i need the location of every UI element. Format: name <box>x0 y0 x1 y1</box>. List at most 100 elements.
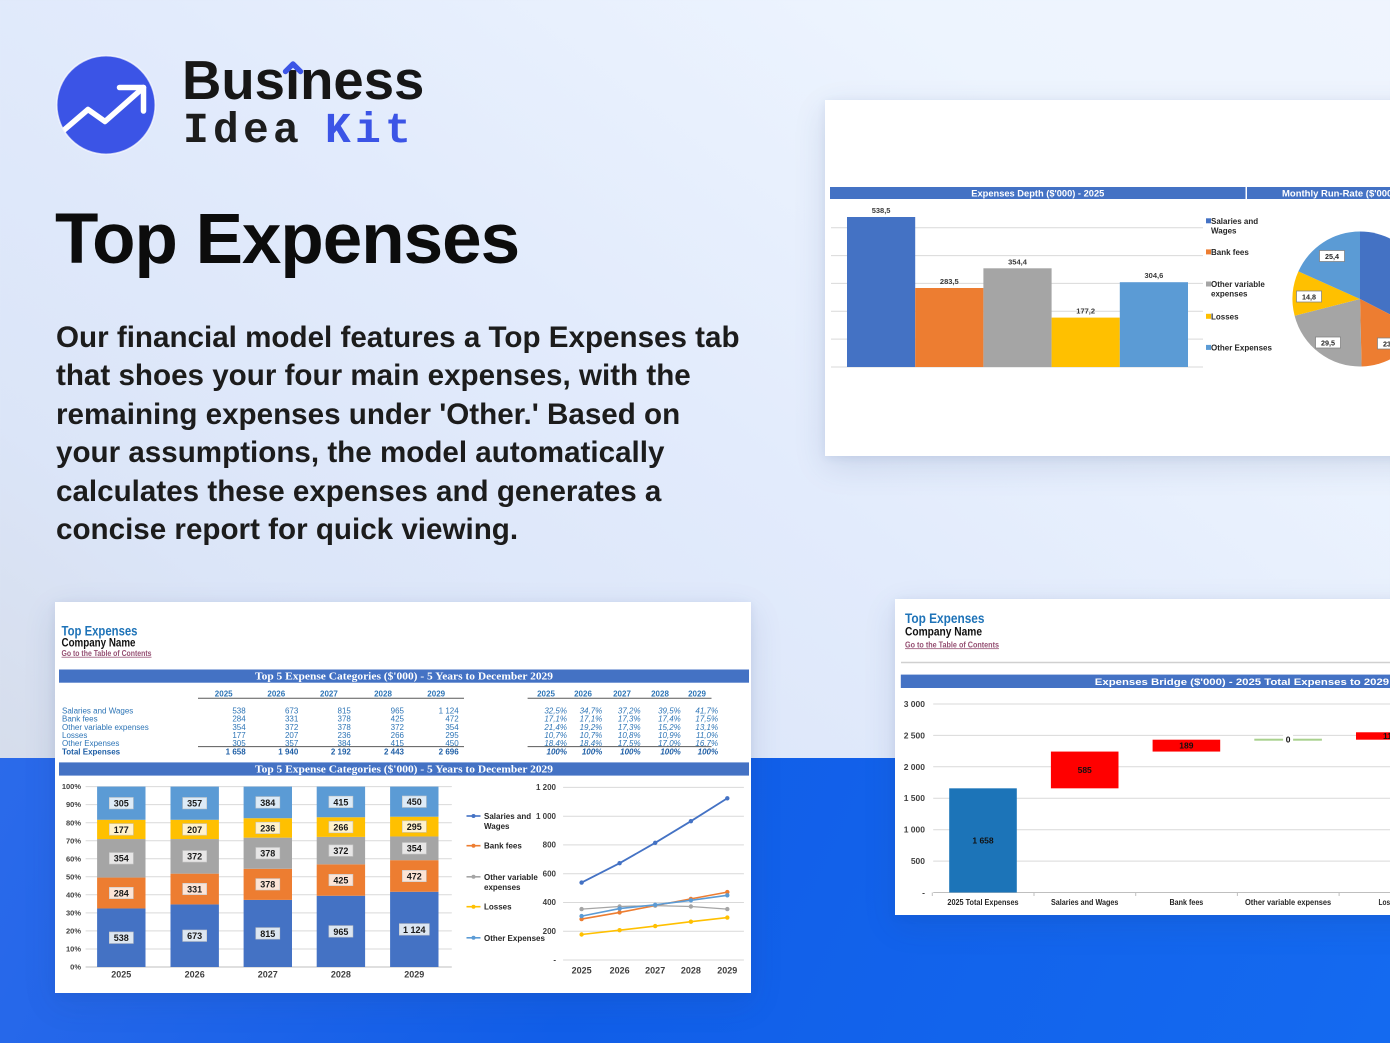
svg-text:100%: 100% <box>660 747 680 756</box>
svg-text:2027: 2027 <box>320 690 338 699</box>
svg-text:10,7%: 10,7% <box>580 731 603 740</box>
svg-text:Other variable: Other variable <box>484 873 538 882</box>
svg-text:-: - <box>553 956 556 965</box>
svg-text:378: 378 <box>260 880 275 890</box>
svg-text:17,3%: 17,3% <box>618 715 641 724</box>
svg-text:800: 800 <box>543 841 557 850</box>
svg-text:450: 450 <box>445 739 459 748</box>
svg-text:0%: 0% <box>70 963 81 972</box>
svg-text:25,4: 25,4 <box>1325 252 1339 261</box>
svg-text:354,4: 354,4 <box>1008 257 1028 266</box>
svg-text:-: - <box>922 888 925 898</box>
svg-text:295: 295 <box>407 822 422 832</box>
svg-text:10,9%: 10,9% <box>658 731 681 740</box>
svg-text:2026: 2026 <box>185 970 205 980</box>
svg-text:2 192: 2 192 <box>331 747 352 756</box>
svg-text:331: 331 <box>285 715 299 724</box>
svg-text:2027: 2027 <box>258 970 278 980</box>
svg-text:538: 538 <box>114 933 129 943</box>
svg-text:2028: 2028 <box>374 690 392 699</box>
svg-text:Expenses Depth ($'000) - 2025: Expenses Depth ($'000) - 2025 <box>971 188 1105 199</box>
svg-text:673: 673 <box>187 931 202 941</box>
svg-text:Bank fees: Bank fees <box>1170 897 1204 907</box>
svg-text:378: 378 <box>260 849 275 859</box>
svg-text:2026: 2026 <box>267 690 285 699</box>
svg-text:2025: 2025 <box>572 966 592 976</box>
svg-text:100%: 100% <box>698 747 718 756</box>
svg-text:17,4%: 17,4% <box>658 715 681 724</box>
svg-text:Go to the Table of Contents: Go to the Table of Contents <box>905 640 1000 649</box>
svg-text:354: 354 <box>445 723 459 732</box>
svg-text:100%: 100% <box>62 782 82 791</box>
svg-text:2025: 2025 <box>537 690 555 699</box>
svg-text:16,7%: 16,7% <box>695 739 718 748</box>
svg-text:372: 372 <box>285 723 299 732</box>
svg-text:538,5: 538,5 <box>872 206 891 215</box>
svg-text:415: 415 <box>391 739 405 748</box>
svg-text:1 124: 1 124 <box>439 706 460 715</box>
svg-text:Top 5 Expense Categories ($'00: Top 5 Expense Categories ($'000) - 5 Yea… <box>255 765 553 776</box>
svg-text:18,4%: 18,4% <box>544 739 567 748</box>
svg-text:Company Name: Company Name <box>62 636 136 650</box>
svg-text:815: 815 <box>338 706 352 715</box>
svg-text:304,6: 304,6 <box>1145 271 1164 280</box>
svg-text:118: 118 <box>1383 731 1390 741</box>
svg-text:450: 450 <box>407 797 422 807</box>
svg-text:Go to the Table of Contents: Go to the Table of Contents <box>62 649 153 658</box>
svg-text:100%: 100% <box>547 747 567 756</box>
svg-text:378: 378 <box>338 723 352 732</box>
svg-text:Other Expenses: Other Expenses <box>484 934 545 943</box>
svg-text:266: 266 <box>391 731 405 740</box>
svg-text:207: 207 <box>285 731 299 740</box>
svg-text:354: 354 <box>407 844 422 854</box>
svg-text:283,5: 283,5 <box>940 277 959 286</box>
svg-text:10%: 10% <box>66 945 81 954</box>
svg-text:3 000: 3 000 <box>904 699 926 709</box>
svg-text:0: 0 <box>1286 735 1291 745</box>
svg-text:41,7%: 41,7% <box>695 706 718 715</box>
svg-text:40%: 40% <box>66 890 81 899</box>
svg-text:17,1%: 17,1% <box>544 715 567 724</box>
svg-text:Wages: Wages <box>484 822 510 831</box>
svg-text:expenses: expenses <box>484 883 521 892</box>
svg-text:2029: 2029 <box>717 966 737 976</box>
svg-text:177: 177 <box>232 731 246 740</box>
svg-text:1 940: 1 940 <box>278 747 299 756</box>
svg-text:2025: 2025 <box>215 690 233 699</box>
svg-text:2027: 2027 <box>613 690 631 699</box>
svg-text:295: 295 <box>445 731 459 740</box>
svg-text:372: 372 <box>333 846 348 856</box>
svg-text:Other Expenses: Other Expenses <box>1211 343 1272 352</box>
svg-text:37,2%: 37,2% <box>618 706 641 715</box>
svg-text:538: 538 <box>232 706 246 715</box>
svg-text:354: 354 <box>114 854 129 864</box>
svg-text:17,5%: 17,5% <box>695 715 718 724</box>
svg-text:415: 415 <box>333 797 348 807</box>
svg-text:1 658: 1 658 <box>972 835 994 845</box>
svg-text:2025 Total Expenses: 2025 Total Expenses <box>947 897 1018 907</box>
svg-text:90%: 90% <box>66 800 81 809</box>
svg-text:Expenses Bridge ($'000) - 2025: Expenses Bridge ($'000) - 2025 Total Exp… <box>1095 677 1390 688</box>
svg-text:34,7%: 34,7% <box>580 706 603 715</box>
svg-text:Wages: Wages <box>1211 226 1237 235</box>
svg-text:400: 400 <box>543 898 557 907</box>
svg-text:378: 378 <box>338 715 352 724</box>
svg-text:1 200: 1 200 <box>536 783 557 792</box>
svg-text:17,0%: 17,0% <box>658 739 681 748</box>
svg-text:Monthly Run-Rate ($'000) - 202: Monthly Run-Rate ($'000) - 2025 <box>1282 188 1390 199</box>
svg-text:1 658: 1 658 <box>226 747 247 756</box>
svg-text:100%: 100% <box>620 747 640 756</box>
svg-text:39,5%: 39,5% <box>658 706 681 715</box>
svg-text:Other variable: Other variable <box>1211 280 1265 289</box>
svg-text:Top Expenses: Top Expenses <box>905 610 985 626</box>
svg-text:30%: 30% <box>66 909 81 918</box>
svg-text:Total Expenses: Total Expenses <box>62 747 121 756</box>
svg-text:331: 331 <box>187 884 202 894</box>
svg-text:236: 236 <box>260 823 275 833</box>
svg-text:1 124: 1 124 <box>403 925 426 935</box>
svg-text:50%: 50% <box>66 872 81 881</box>
svg-text:Bank fees: Bank fees <box>484 842 522 851</box>
svg-text:10,8%: 10,8% <box>618 731 641 740</box>
svg-text:284: 284 <box>114 888 129 898</box>
svg-text:2025: 2025 <box>111 970 131 980</box>
